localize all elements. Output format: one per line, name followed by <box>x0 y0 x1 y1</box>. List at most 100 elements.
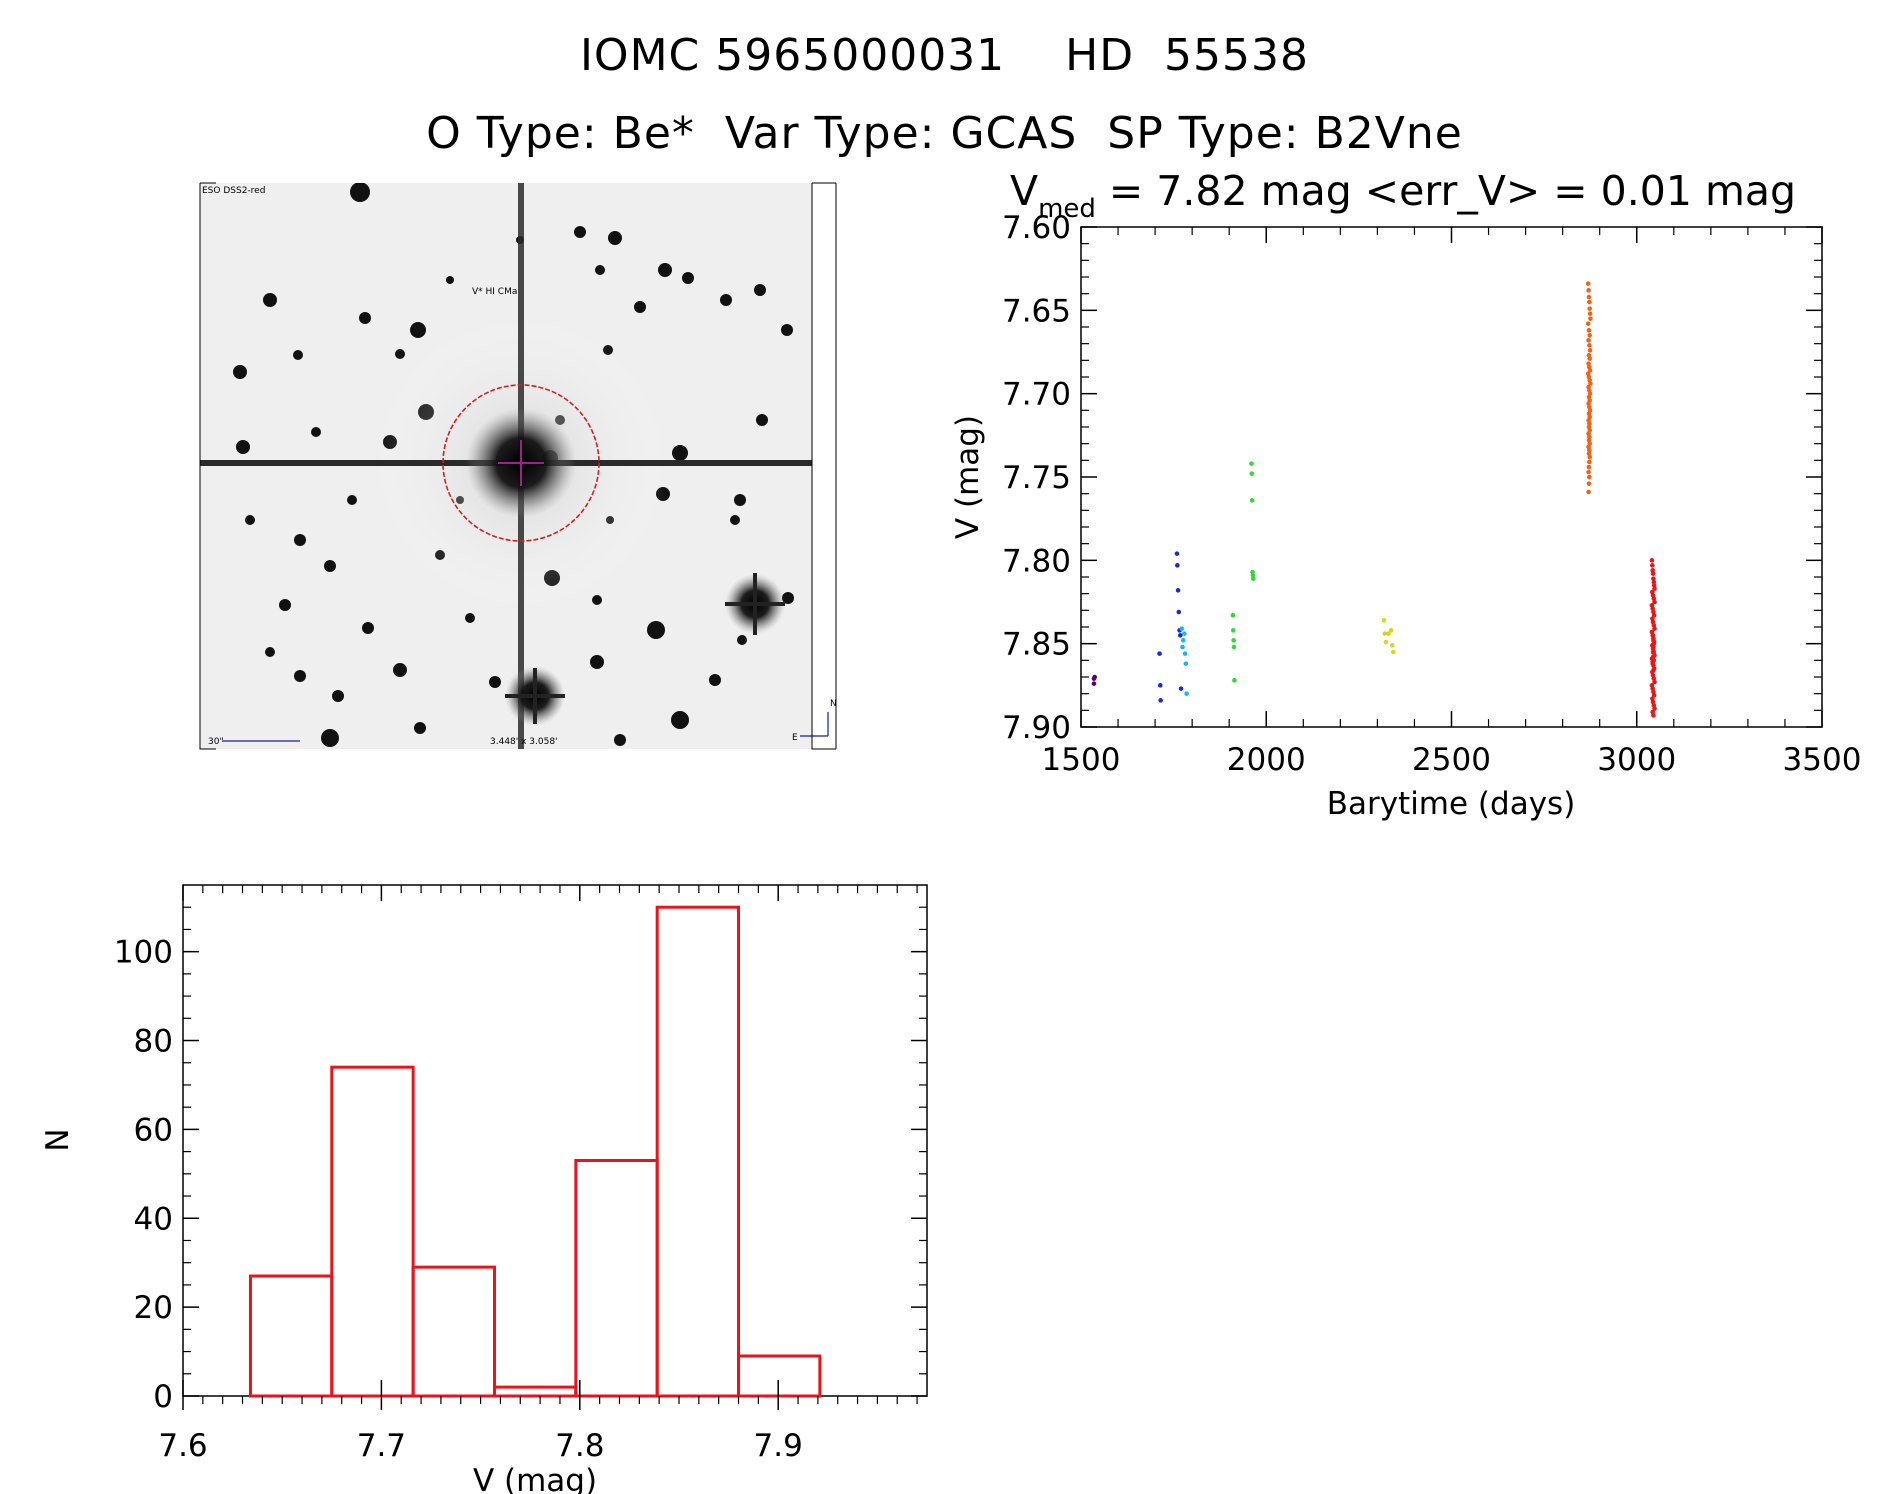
lc-point-group-3 <box>1180 638 1186 643</box>
finder-frame <box>199 182 836 750</box>
hist-ytick-label: 40 <box>134 1201 173 1237</box>
finder-spike-2v <box>753 573 757 635</box>
lc-point-group-6 <box>1586 288 1591 293</box>
hist-ytick-label: 80 <box>134 1024 173 1060</box>
finder-star-51 <box>446 276 454 284</box>
lc-point-group-6 <box>1586 469 1591 475</box>
light-curve-ticks: 1500 2000 2500 3000 3500 7.60 7.65 7.70 7.75 7.80… <box>1002 210 1861 778</box>
hist-ytick-label: 20 <box>134 1290 173 1326</box>
lc-point-group-6 <box>1586 294 1592 300</box>
finder-star-15 <box>293 350 303 360</box>
lc-point-group-7 <box>1651 576 1656 581</box>
lc-point-group-2 <box>1177 633 1183 638</box>
light-curve-points <box>1091 281 1657 718</box>
lc-point-group-6 <box>1587 459 1592 465</box>
histogram-bar <box>330 1065 415 1398</box>
page-title: IOMC 5965000031 HD 55538 <box>579 30 1310 81</box>
lc-xtick-label: 2500 <box>1412 742 1491 778</box>
hist-xtick-label: 7.8 <box>555 1428 604 1464</box>
lc-point-group-6 <box>1586 481 1592 486</box>
light-curve-chart: Vmed = 7.82 mag <err_V> = 0.01 mag 1500 2… <box>950 167 1861 822</box>
finder-star-32 <box>279 599 291 611</box>
light-curve-title-v: V <box>1010 167 1038 215</box>
lc-point-group-2 <box>1157 651 1162 656</box>
lc-point-group-4 <box>1232 678 1237 683</box>
lc-point-group-7 <box>1651 658 1657 663</box>
lc-point-group-6 <box>1587 343 1592 348</box>
lc-point-group-7 <box>1651 638 1656 643</box>
finder-north-label: N <box>830 699 837 709</box>
finder-star-29 <box>592 595 602 605</box>
lc-point-group-3 <box>1182 651 1188 656</box>
finder-star-9 <box>634 301 646 313</box>
light-curve-title-sub: med <box>1038 194 1096 224</box>
finder-star-33 <box>362 622 374 634</box>
lc-ytick-label: 7.65 <box>1002 293 1071 329</box>
hist-xtick-label: 7.7 <box>357 1428 406 1464</box>
lc-point-group-7 <box>1651 644 1656 650</box>
finder-spike-1v <box>533 668 537 724</box>
finder-star-6 <box>608 231 622 245</box>
finder-star-45 <box>671 711 689 729</box>
lc-point-group-6 <box>1586 464 1592 470</box>
histogram-bar <box>248 1274 334 1398</box>
light-curve-xlabel: Barytime (days) <box>1327 786 1576 822</box>
lc-point-group-5 <box>1383 639 1389 645</box>
finder-star-13 <box>781 324 793 336</box>
lc-point-group-2 <box>1175 588 1181 593</box>
finder-star-40 <box>265 647 275 657</box>
finder-star-0 <box>350 183 370 202</box>
finder-star-5 <box>574 226 586 238</box>
finder-target-label: V* HI CMa <box>472 287 517 297</box>
lc-point-group-5 <box>1389 643 1395 648</box>
finder-star-48 <box>245 515 255 525</box>
lc-point-group-7 <box>1652 626 1657 631</box>
lc-point-group-6 <box>1587 306 1592 311</box>
finder-star-43 <box>414 722 426 734</box>
light-curve-plot-frame <box>1080 226 1823 728</box>
lc-point-group-4 <box>1231 644 1237 650</box>
finder-star-41 <box>294 670 306 682</box>
lc-point-group-6 <box>1587 421 1592 426</box>
lc-ytick-label: 7.60 <box>1002 210 1071 246</box>
finder-star-26 <box>324 560 336 572</box>
lc-point-group-2 <box>1174 551 1180 556</box>
finder-target-circle <box>442 384 600 542</box>
histogram-bar <box>574 1158 659 1398</box>
light-curve-title-rest: = 7.82 mag <err_V> = 0.01 mag <box>1096 167 1796 215</box>
lc-point-group-4 <box>1230 628 1236 633</box>
lc-point-group-6 <box>1587 348 1593 353</box>
lc-point-group-2 <box>1157 683 1163 688</box>
finder-star-18 <box>236 440 250 454</box>
lc-point-group-3 <box>1183 661 1189 666</box>
lc-point-group-4 <box>1231 638 1236 643</box>
histogram-chart: 7.6 7.7 7.8 7.9 0 20 40 60 80 100 V (mag) N <box>40 884 928 1494</box>
finder-star-42 <box>332 690 344 702</box>
page-subtitle: O Type: Be* Var Type: GCAS SP Type: B2Vn… <box>426 108 1463 159</box>
finder-star-36 <box>489 676 501 688</box>
hist-ytick-label: 100 <box>114 935 173 971</box>
lc-ytick-label: 7.70 <box>1002 377 1071 413</box>
lc-point-group-2 <box>1175 563 1180 568</box>
finder-star-2 <box>359 312 371 324</box>
lc-point-group-1 <box>1092 674 1098 680</box>
finder-star-19 <box>311 427 321 437</box>
finder-survey-label: ESO DSS2-red <box>202 186 265 196</box>
lc-point-group-7 <box>1651 668 1656 673</box>
finder-east-label: E <box>792 733 798 743</box>
lc-point-group-7 <box>1652 586 1657 591</box>
lc-point-group-7 <box>1652 679 1657 685</box>
histogram-bar <box>655 905 741 1398</box>
finder-star-3 <box>410 322 426 338</box>
lc-xtick-label: 3500 <box>1783 742 1862 778</box>
histogram-ticks: 7.6 7.7 7.8 7.9 0 20 40 60 80 100 <box>114 885 927 1464</box>
lc-xtick-label: 3000 <box>1597 742 1676 778</box>
lc-point-group-6 <box>1585 321 1591 326</box>
lc-point-group-6 <box>1587 299 1592 305</box>
lc-point-group-3 <box>1182 631 1187 636</box>
finder-star-1 <box>263 293 277 307</box>
histogram-bars <box>248 905 822 1398</box>
finder-star-47 <box>737 635 747 645</box>
lc-point-group-7 <box>1650 571 1656 576</box>
finder-star-31 <box>730 515 740 525</box>
